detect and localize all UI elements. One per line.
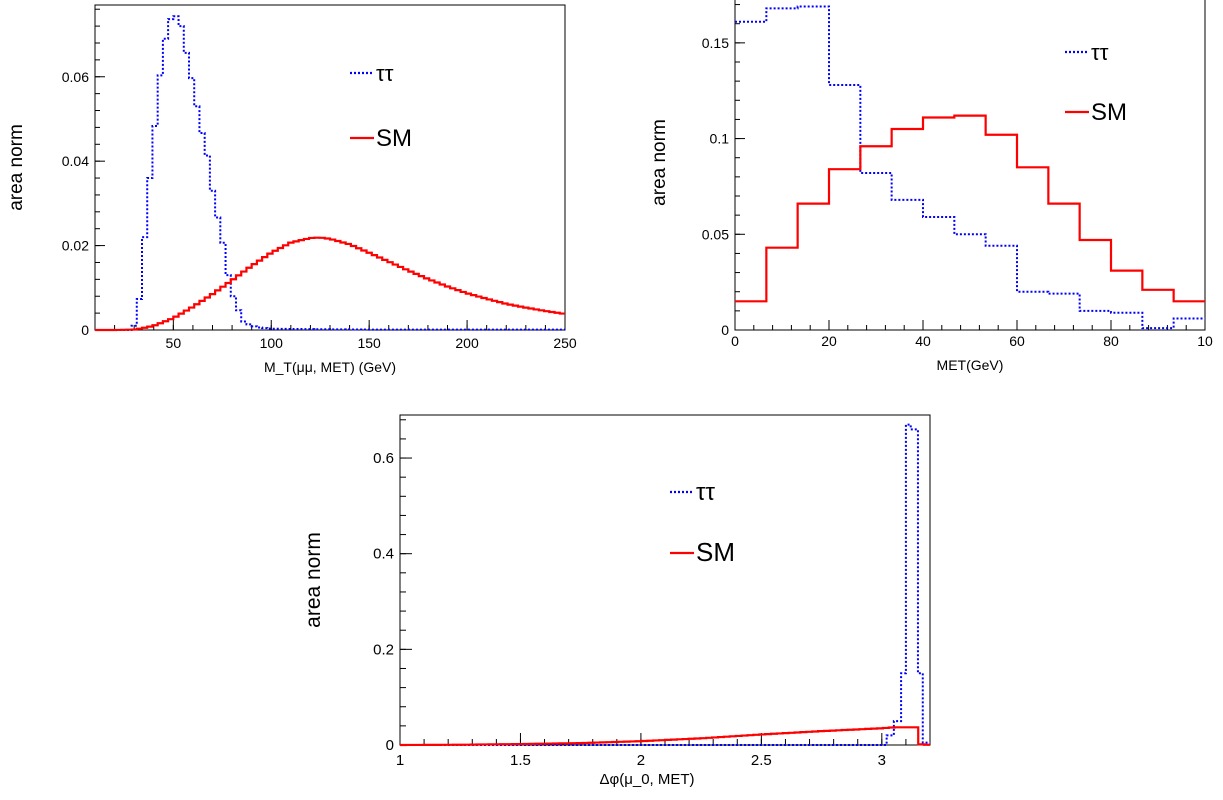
x-tick-label: 10 xyxy=(1197,333,1213,349)
x-axis-label: M_T(μμ, MET) (GeV) xyxy=(264,359,396,375)
plot-frame xyxy=(399,414,931,746)
y-tick-label: 0.02 xyxy=(62,238,89,254)
series-sm-line xyxy=(95,236,565,332)
x-tick-label: 100 xyxy=(260,335,284,351)
x-tick-label: 40 xyxy=(915,333,931,349)
x-axis-label: MET(GeV) xyxy=(937,357,1004,373)
x-tick-label: 60 xyxy=(1009,333,1025,349)
y-tick-label: 0.2 xyxy=(373,641,394,658)
plot-met-distribution: 0 0.05 0.1 0.15 0 20 40 60 80 10 MET(GeV) area norm… xyxy=(649,0,1213,373)
x-tick-label: 2.5 xyxy=(751,752,772,769)
x-tick-label: 20 xyxy=(821,333,837,349)
legend-label: SM xyxy=(696,537,735,567)
y-axis-label: area norm xyxy=(649,119,670,206)
legend: ττ SM xyxy=(670,479,735,567)
y-axis-label: area norm xyxy=(6,124,27,211)
legend-label: ττ xyxy=(376,61,394,86)
x-tick-label: 50 xyxy=(166,335,182,351)
y-tick-label: 0.4 xyxy=(373,546,394,563)
series-tautau-line xyxy=(735,5,1205,330)
y-tick-label: 0 xyxy=(386,737,394,754)
x-tick-label: 200 xyxy=(455,335,479,351)
series-sm-line xyxy=(400,726,930,747)
series-sm-line xyxy=(735,114,1205,303)
plot-mt-distribution: 0 0.02 0.04 0.06 50 100 150 200 250 M_T(μμ, MET) … xyxy=(6,4,577,375)
series-tautau-line xyxy=(400,423,930,746)
legend-label: SM xyxy=(376,125,412,152)
y-tick-label: 0.06 xyxy=(62,69,89,85)
plot-frame xyxy=(734,0,1206,331)
y-tick-label: 0 xyxy=(721,322,729,338)
x-tick-label: 150 xyxy=(357,335,381,351)
x-tick-label: 2 xyxy=(637,752,645,769)
x-tick-label: 3 xyxy=(878,752,886,769)
series-tautau-line xyxy=(95,15,565,331)
x-tick-label: 80 xyxy=(1103,333,1119,349)
plot-delta-phi-distribution: 0 0.2 0.4 0.6 1 1.5 2 2.5 3 Δφ(μ_0, MET) area norm… xyxy=(302,414,931,788)
y-tick-label: 0.04 xyxy=(62,153,89,169)
x-tick-label: 0 xyxy=(731,333,739,349)
x-tick-label: 1 xyxy=(396,752,404,769)
legend-label: SM xyxy=(1091,99,1127,126)
y-tick-label: 0.6 xyxy=(373,450,394,467)
x-axis-label: Δφ(μ_0, MET) xyxy=(599,771,694,788)
y-axis-label: area norm xyxy=(302,532,325,628)
y-tick-label: 0.1 xyxy=(710,131,730,147)
legend: ττ SM xyxy=(350,61,412,152)
legend-label: ττ xyxy=(1091,40,1109,65)
legend-label: ττ xyxy=(696,479,715,506)
y-tick-label: 0.15 xyxy=(702,35,729,51)
x-tick-label: 250 xyxy=(553,335,577,351)
legend: ττ SM xyxy=(1065,40,1127,126)
y-tick-label: 0 xyxy=(81,322,89,338)
y-tick-label: 0.05 xyxy=(702,226,729,242)
x-tick-label: 1.5 xyxy=(510,752,531,769)
plot-frame xyxy=(94,4,566,331)
